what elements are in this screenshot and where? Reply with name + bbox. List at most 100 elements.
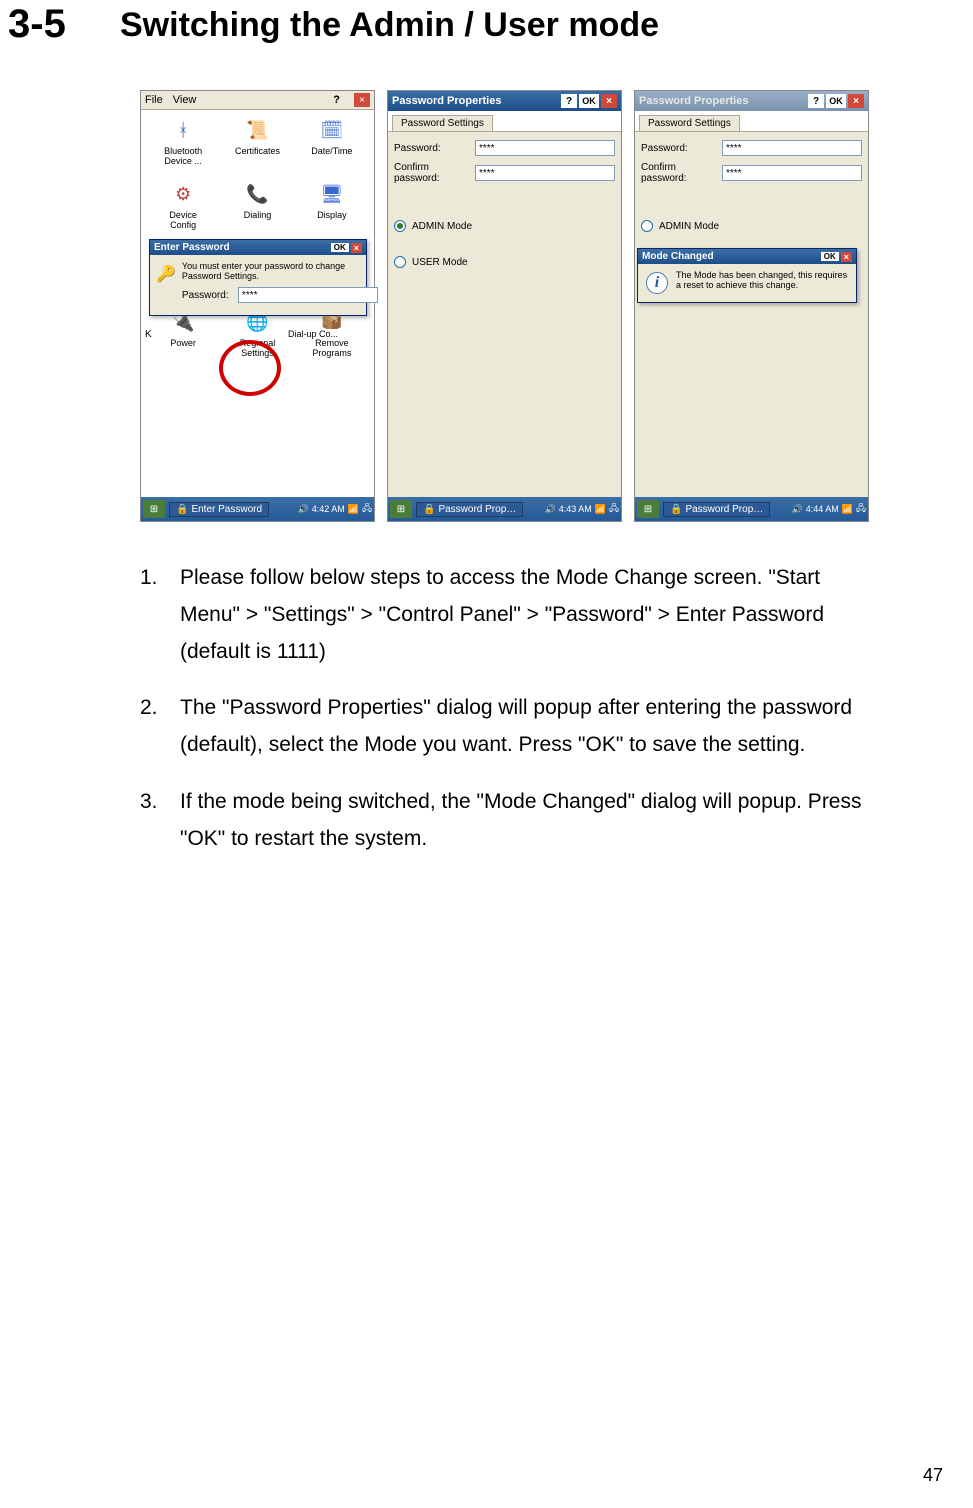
menubar: File View ? × [141, 91, 374, 110]
confirm-input[interactable] [722, 165, 862, 181]
tab-password-settings[interactable]: Password Settings [392, 115, 493, 131]
lock-icon: 🔒 [670, 504, 682, 515]
ok-button[interactable]: OK [821, 252, 839, 261]
taskbar-task[interactable]: 🔒 Password Prop… [663, 502, 770, 517]
step-number: 1. [140, 560, 180, 670]
app-icon-certificates[interactable]: 📜Certificates [221, 116, 293, 178]
popup-body: i The Mode has been changed, this requir… [638, 264, 856, 302]
radio-label: ADMIN Mode [412, 221, 472, 232]
radio-label: ADMIN Mode [659, 221, 719, 232]
task-label: Password Prop… [685, 504, 763, 515]
password-input[interactable] [475, 140, 615, 156]
password-input[interactable] [238, 287, 378, 303]
enter-password-popup: Enter Password OK × 🔑 You must enter you… [149, 239, 367, 316]
start-button[interactable]: ⊞ [390, 500, 412, 518]
password-input[interactable] [722, 140, 862, 156]
lock-icon: 🔒 [423, 504, 435, 515]
partial-label-k: K [145, 329, 152, 340]
taskbar-task[interactable]: 🔒 Password Prop… [416, 502, 523, 517]
network-icon: 🖧 [856, 501, 866, 517]
clock: 4:44 AM [806, 504, 839, 514]
step-number: 2. [140, 690, 180, 764]
popup-message: The Mode has been changed, this requires… [676, 270, 850, 296]
instruction-step: 2.The "Password Properties" dialog will … [140, 690, 880, 764]
help-icon[interactable]: ? [333, 94, 340, 106]
close-button[interactable]: × [841, 252, 852, 262]
icon-label: Bluetooth Device ... [164, 146, 202, 166]
radio-admin-mode[interactable]: ADMIN Mode [394, 220, 615, 232]
icon-glyph: 📞 [243, 180, 271, 208]
screenshots-row: File View ? × ᚼBluetooth Device ...📜Cert… [140, 90, 869, 522]
start-button[interactable]: ⊞ [637, 500, 659, 518]
help-button[interactable]: ? [561, 94, 577, 108]
radio-icon [394, 220, 406, 232]
popup-title-text: Mode Changed [642, 251, 714, 262]
radio-admin-mode[interactable]: ADMIN Mode [641, 220, 862, 232]
tab-row: Password Settings [388, 111, 621, 132]
taskbar: ⊞ 🔒 Enter Password 🔊 4:42 AM 📶 🖧 [141, 497, 374, 521]
popup-body: 🔑 You must enter your password to change… [150, 255, 366, 315]
menu-view[interactable]: View [173, 94, 197, 106]
close-button[interactable]: × [848, 94, 864, 108]
volume-icon[interactable]: 🔊 [297, 504, 308, 515]
screenshot-password-props-2: Password Properties ? OK × Password Sett… [634, 90, 869, 522]
icon-glyph: 🖥 [318, 180, 346, 208]
icon-label: Device Config [169, 210, 197, 230]
app-icon-dialing[interactable]: 📞Dialing [221, 180, 293, 242]
close-icon[interactable]: × [354, 93, 370, 107]
task-label: Enter Password [191, 504, 262, 515]
password-label: Password: [641, 143, 722, 154]
icon-label: Display [317, 210, 347, 220]
app-icon-date-time[interactable]: 🗓Date/Time [296, 116, 368, 178]
clock: 4:43 AM [559, 504, 592, 514]
system-tray: 🔊 4:43 AM 📶 🖧 [544, 501, 619, 517]
taskbar: ⊞ 🔒 Password Prop… 🔊 4:43 AM 📶 🖧 [388, 497, 621, 521]
popup-title-text: Enter Password [154, 242, 230, 253]
menu-file[interactable]: File [145, 94, 163, 106]
app-icon-display[interactable]: 🖥 Display [296, 180, 368, 242]
dialog-body: Password: Confirm password: ADMIN Mode M… [635, 132, 868, 497]
popup-titlebar: Mode Changed OK × [638, 249, 856, 264]
dialog-body: Password: Confirm password: ADMIN Mode U… [388, 132, 621, 497]
section-number: 3-5 [8, 2, 66, 47]
radio-user-mode[interactable]: USER Mode [394, 256, 615, 268]
dialup-label: Dial-up Co... [288, 329, 338, 339]
app-icon-bluetooth-device-[interactable]: ᚼBluetooth Device ... [147, 116, 219, 178]
radio-label: USER Mode [412, 257, 468, 268]
system-tray: 🔊 4:44 AM 📶 🖧 [791, 501, 866, 517]
icon-label: Date/Time [311, 146, 352, 156]
app-icon-power[interactable]: 🔌Power [147, 308, 219, 370]
ok-button[interactable]: OK [579, 94, 599, 108]
network-icon: 🖧 [609, 501, 619, 517]
app-icon-remove-programs[interactable]: 📦Remove Programs [296, 308, 368, 370]
close-button[interactable]: × [351, 243, 362, 253]
lock-icon: 🔒 [176, 504, 188, 515]
volume-icon[interactable]: 🔊 [791, 504, 802, 515]
confirm-input[interactable] [475, 165, 615, 181]
instruction-step: 1.Please follow below steps to access th… [140, 560, 880, 670]
task-label: Password Prop… [438, 504, 516, 515]
tab-password-settings[interactable]: Password Settings [639, 115, 740, 131]
taskbar-task[interactable]: 🔒 Enter Password [169, 502, 269, 517]
icon-label: Power [170, 338, 196, 348]
step-number: 3. [140, 784, 180, 858]
ok-button[interactable]: OK [331, 243, 349, 252]
window-title: Password Properties [392, 95, 501, 107]
ok-button[interactable]: OK [826, 94, 846, 108]
step-text: If the mode being switched, the "Mode Ch… [180, 784, 880, 858]
popup-message: You must enter your password to change P… [182, 261, 378, 281]
titlebar: Password Properties ? OK × [388, 91, 621, 111]
screenshot-password-props-1: Password Properties ? OK × Password Sett… [387, 90, 622, 522]
app-icon-device-config[interactable]: ⚙Device Config [147, 180, 219, 242]
help-button[interactable]: ? [808, 94, 824, 108]
key-icon: 🔑 [156, 261, 176, 287]
icon-label: Remove Programs [312, 338, 351, 358]
close-button[interactable]: × [601, 94, 617, 108]
confirm-label: Confirm password: [394, 162, 475, 184]
password-label: Password: [182, 290, 238, 301]
icon-label: Certificates [235, 146, 280, 156]
start-button[interactable]: ⊞ [143, 500, 165, 518]
volume-icon[interactable]: 🔊 [544, 504, 555, 515]
network-icon: 🖧 [362, 501, 372, 517]
signal-icon: 📶 [842, 504, 853, 515]
